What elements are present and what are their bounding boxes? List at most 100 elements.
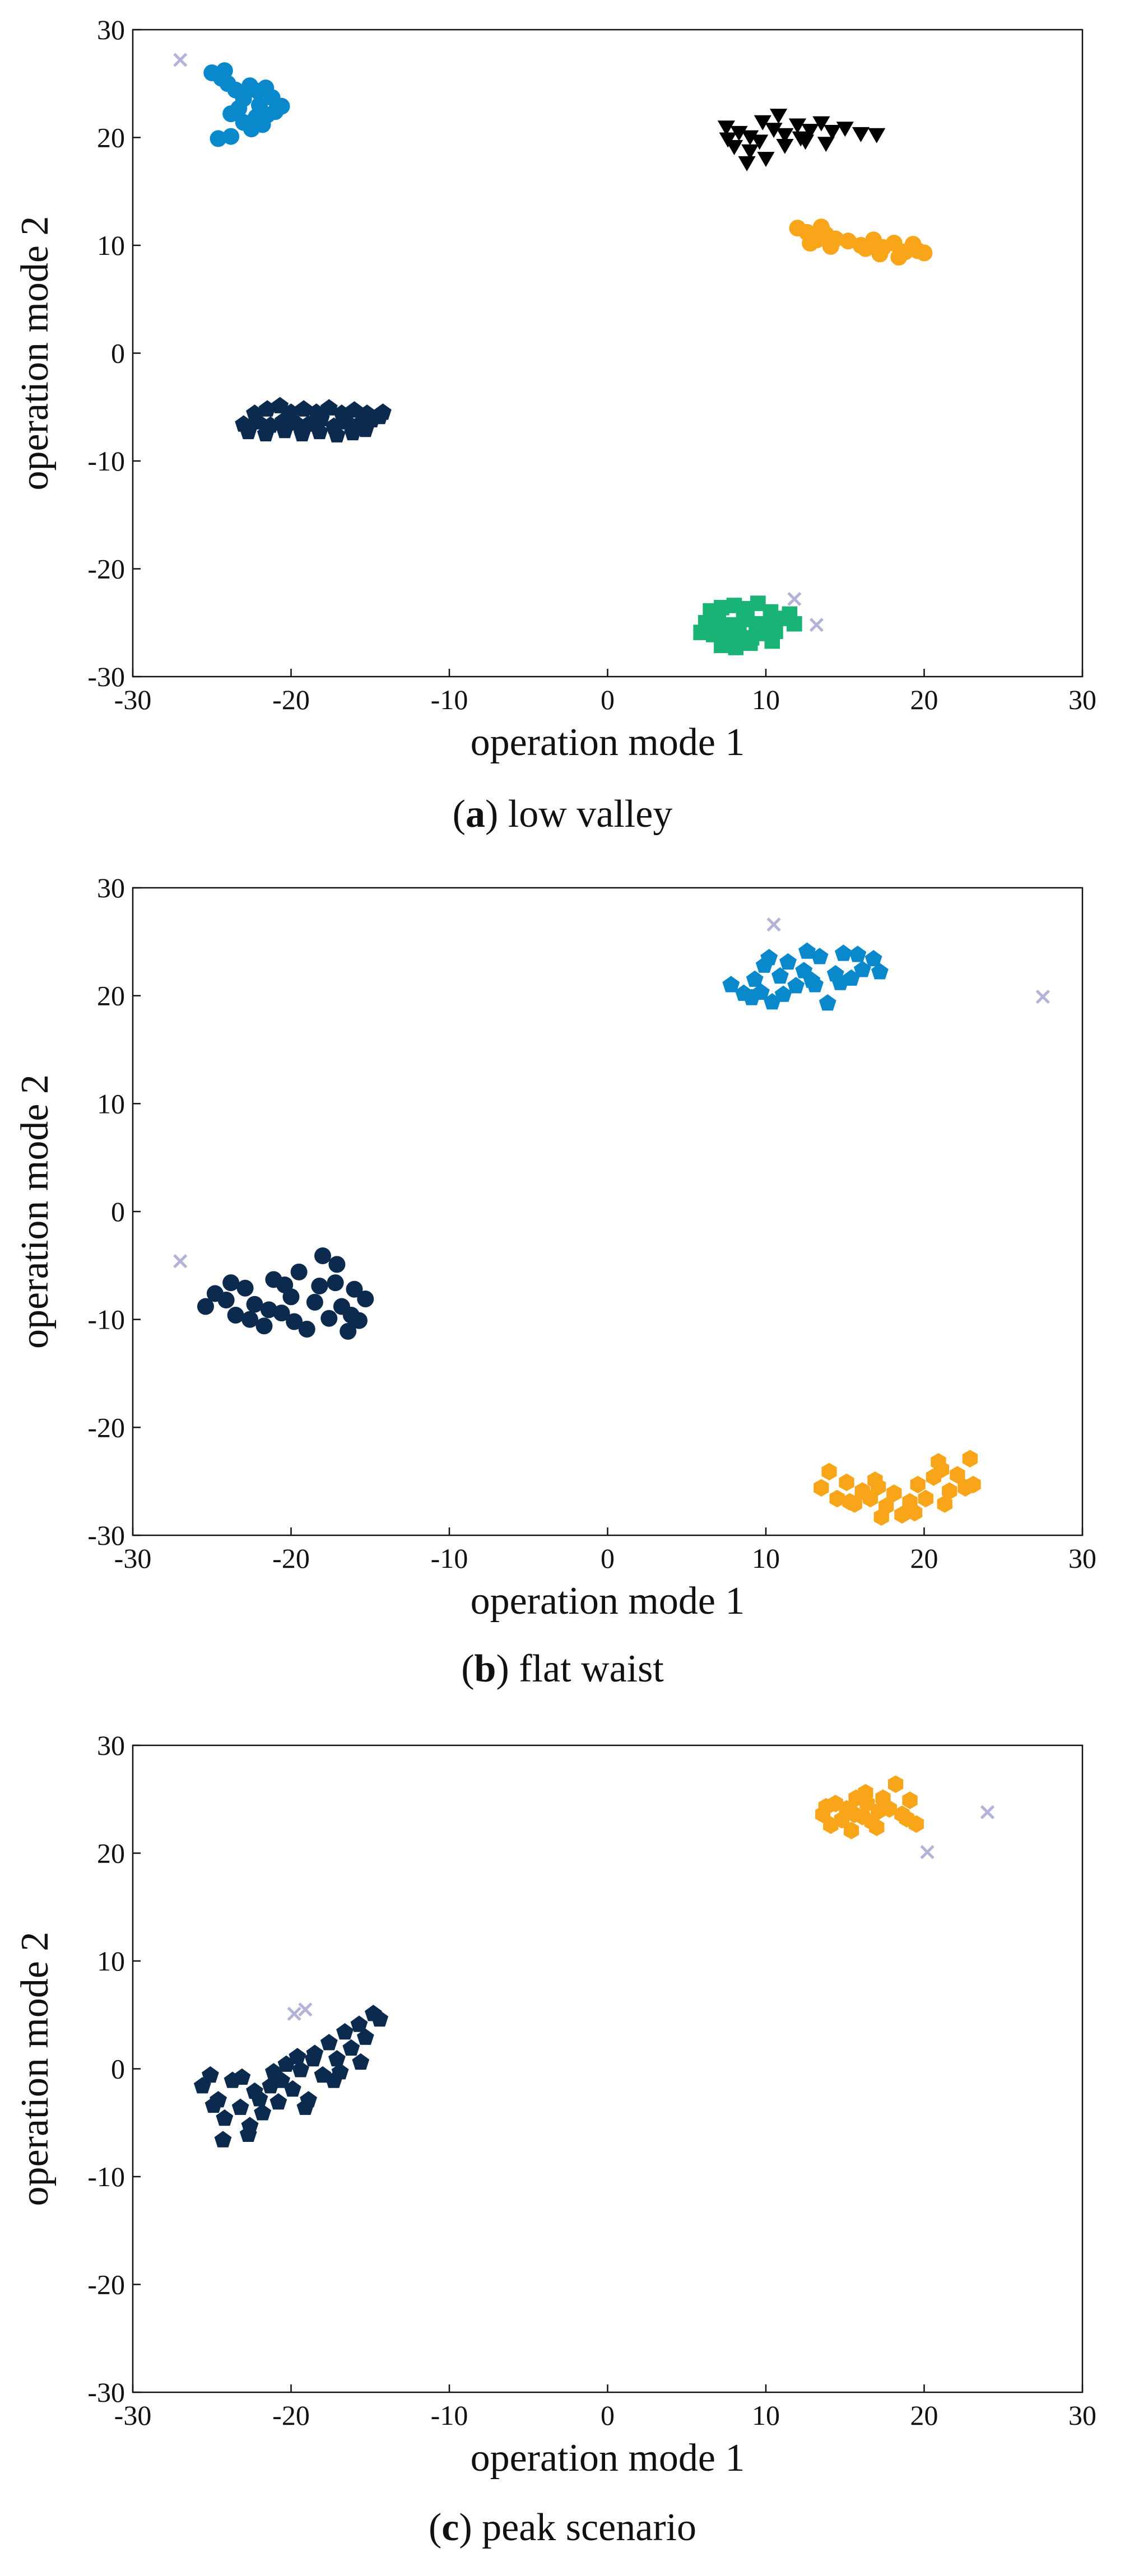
panel-c-data-point (273, 2071, 290, 2088)
panel-a-y-tick-label: 0 (111, 338, 125, 369)
panel-c-data-point (231, 2098, 249, 2115)
panel-c-x-tick-label: 0 (601, 2400, 615, 2431)
panel-b-caption-close-paren: ) (496, 1647, 519, 1690)
panel-b-data-point (357, 1291, 374, 1308)
panel-c-data-point (292, 2061, 309, 2077)
panel-b-data-point (779, 953, 797, 970)
panel-a-data-point (258, 400, 276, 417)
panel-c-x-tick-label: -20 (272, 2400, 310, 2431)
panel-c-series-2 (815, 1775, 924, 1839)
panel-a-data-point (728, 640, 744, 655)
panel-b-series-4 (173, 917, 1050, 1269)
panel-a-data-point (741, 144, 759, 160)
panel-a-data-point (754, 115, 771, 131)
panel-c-caption-open-paren: ( (429, 2506, 441, 2549)
panel-a-data-point (328, 426, 346, 442)
panel-a-x-axis-title: operation mode 1 (471, 721, 745, 764)
panel-a-data-point (257, 425, 275, 441)
panel-c-caption-text: peak scenario (482, 2506, 696, 2549)
panel-a-series-5 (693, 595, 802, 655)
panel-c-data-point (350, 2015, 368, 2032)
panel-c-data-point (202, 2066, 219, 2083)
panel-a-data-point (249, 413, 267, 430)
panel-a-data-point (730, 125, 748, 141)
panel-c-y-tick-label: -20 (87, 2269, 125, 2300)
panel-b-x-axis-title: operation mode 1 (471, 1580, 745, 1623)
panel-b-data-point (276, 1277, 294, 1294)
panel-b-y-tick-label: 10 (97, 1088, 125, 1119)
panel-c: -30 -20 -10 0 10 20 30 -30 -20 -10 0 10 20 30 operatio… (13, 1730, 1096, 2549)
panel-c-data-point (342, 2039, 360, 2056)
panel-b-data-point (273, 1305, 290, 1322)
panel-a-data-point (356, 421, 374, 437)
panel-a-data-point (776, 139, 794, 154)
panel-a-y-axis-title: operation mode 2 (13, 216, 57, 491)
panel-c-data-point (858, 1783, 873, 1802)
panel-a-caption-open-paren: ( (453, 793, 466, 836)
panel-b-data-point (962, 1450, 978, 1468)
panel-a-data-point (817, 137, 835, 152)
panel-c-data-point (328, 2050, 346, 2067)
panel-b-data-point (771, 967, 789, 984)
panel-b-y-tick-label: 30 (97, 872, 125, 903)
panel-b-data-point (839, 1473, 854, 1492)
panel-c-data-point (881, 1800, 897, 1818)
panel-a-x-tick-label: 10 (752, 684, 780, 715)
panel-b-y-tick-label: -10 (87, 1304, 125, 1335)
panel-b-y-axis-title: operation mode 2 (13, 1074, 57, 1349)
panel-b-data-point (798, 942, 816, 959)
panel-b-data-point (853, 961, 871, 977)
panel-b-data-point (931, 1453, 946, 1471)
panel-a-y-tick-label: -30 (87, 661, 125, 692)
panel-b-data-point (886, 1484, 902, 1502)
panel-a-data-point (787, 591, 802, 606)
panel-a-y-tick-label: 10 (97, 230, 125, 261)
panel-c-data-point (233, 2068, 251, 2085)
panel-b-data-point (965, 1475, 981, 1494)
panel-a-data-point (871, 245, 889, 263)
panel-b-data-point (862, 1489, 878, 1508)
panel-b-x-tick-label: 10 (752, 1543, 780, 1574)
panel-a-data-point (276, 421, 294, 439)
panel-a: -30 -20 -10 0 10 20 30 -30 -20 -10 0 10 20 30 operatio… (13, 14, 1096, 836)
panel-a-data-point (222, 105, 240, 123)
panel-a-data-point (374, 403, 392, 420)
panel-a-data-point (346, 401, 363, 418)
panel-c-data-point (250, 2090, 268, 2107)
panel-b-data-point (829, 1489, 845, 1508)
panel-b-x-tick-label: 30 (1068, 1543, 1096, 1574)
panel-b-data-point (831, 973, 849, 990)
panel-a-y-tick-label: -10 (87, 445, 125, 477)
panel-c-data-point (888, 1775, 904, 1794)
panel-a-data-point (802, 235, 819, 252)
panel-b-data-point (894, 1506, 910, 1524)
panel-b: -30 -20 -10 0 10 20 30 -30 -20 -10 0 10 20 30 operatio… (13, 872, 1096, 1690)
panel-c-x-tick-label: -10 (431, 2400, 468, 2431)
panel-c-y-axis-title: operation mode 2 (13, 1932, 57, 2206)
panel-a-data-point (254, 116, 271, 133)
panel-b-data-point (246, 1296, 263, 1313)
panel-c-caption-letter: c (441, 2506, 459, 2549)
panel-c-x-axis-title: operation mode 1 (471, 2437, 745, 2480)
panel-a-y-tick-label: 30 (97, 14, 125, 45)
panel-b-y-tick-label: -30 (87, 1520, 125, 1551)
panel-b-data-point (813, 1479, 829, 1497)
panel-a-data-point (738, 156, 756, 171)
panel-c-data-point (902, 1791, 918, 1809)
panel-a-y-tick-label: -20 (87, 553, 125, 585)
panel-a-data-point (812, 116, 830, 132)
panel-b-data-point (746, 970, 764, 987)
panel-b-data-point (306, 1293, 323, 1311)
panel-c-data-point (283, 2080, 301, 2097)
panel-a-data-point (824, 125, 842, 140)
panel-a-data-point (776, 128, 794, 143)
panel-b-data-point (311, 1277, 328, 1294)
panel-c-data-point (241, 2117, 259, 2134)
panel-b-data-point (222, 1274, 240, 1292)
panel-c-x-tick-label: 20 (910, 2400, 938, 2431)
panel-c-y-tick-label: -10 (87, 2161, 125, 2192)
panel-a-data-point (890, 249, 908, 266)
panel-a-data-point (757, 152, 775, 167)
panel-b-caption-text: flat waist (519, 1647, 664, 1690)
